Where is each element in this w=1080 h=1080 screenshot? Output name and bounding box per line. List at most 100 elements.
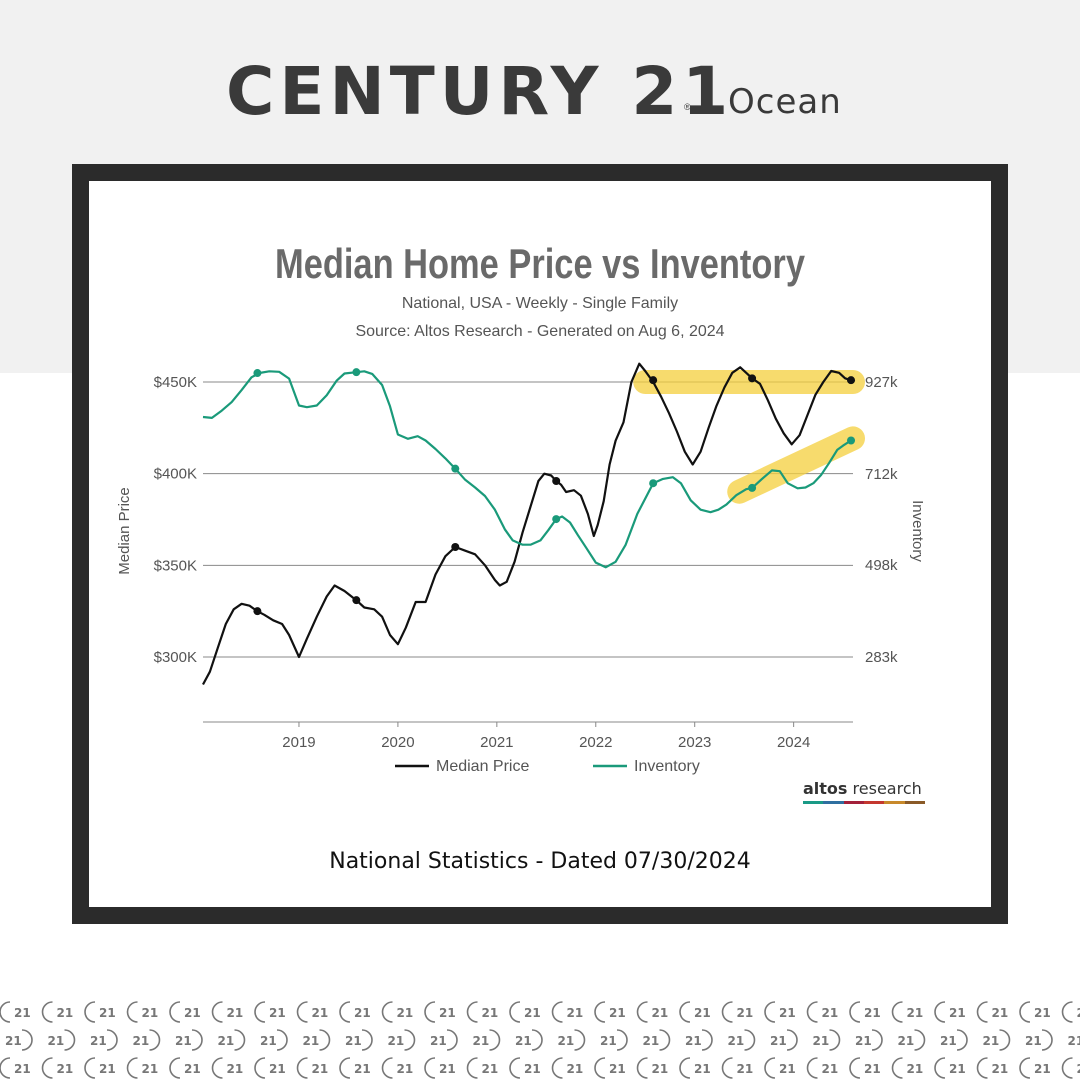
- altos-research-logo: altos research: [803, 779, 927, 805]
- pattern-label: 21: [567, 1062, 584, 1076]
- chart-title: Median Home Price vs Inventory: [275, 241, 806, 288]
- pattern-label: 21: [779, 1062, 796, 1076]
- pattern-label: 21: [227, 1062, 244, 1076]
- x-tick-label: 2021: [480, 734, 513, 751]
- pattern-label: 21: [354, 1006, 371, 1020]
- pattern-label: 21: [992, 1006, 1009, 1020]
- pattern-arc: [829, 1029, 841, 1051]
- pattern-arc: [1061, 1057, 1073, 1079]
- pattern-arc: [679, 1001, 691, 1023]
- x-tick-label: 2024: [777, 734, 810, 751]
- pattern-label: 21: [14, 1062, 31, 1076]
- y2-tick-label: 498k: [865, 557, 898, 574]
- pattern-label: 21: [728, 1034, 745, 1048]
- pattern-arc: [934, 1001, 946, 1023]
- pattern-arc: [296, 1057, 308, 1079]
- pattern-arc: [849, 1001, 861, 1023]
- pattern-arc: [211, 1057, 223, 1079]
- pattern-arc: [616, 1029, 628, 1051]
- pattern-label: 21: [473, 1034, 490, 1048]
- price-marker: [552, 477, 561, 485]
- pattern-label: 21: [388, 1034, 405, 1048]
- pattern-label: 21: [269, 1062, 286, 1076]
- inventory-marker: [649, 479, 658, 488]
- pattern-arc: [764, 1057, 776, 1079]
- pattern-label: 21: [907, 1006, 924, 1020]
- pattern-arc: [1019, 1001, 1031, 1023]
- brand-name: CENTURY 21: [226, 53, 734, 130]
- x-tick-label: 2022: [579, 734, 612, 751]
- pattern-arc: [849, 1057, 861, 1079]
- pattern-arc: [149, 1029, 161, 1051]
- y2-tick-label: 927k: [865, 374, 898, 391]
- pattern-arc: [659, 1029, 671, 1051]
- pattern-arc: [531, 1029, 543, 1051]
- pattern-arc: [191, 1029, 203, 1051]
- pattern-label: 21: [907, 1062, 924, 1076]
- pattern-label: 21: [354, 1062, 371, 1076]
- pattern-arc: [381, 1057, 393, 1079]
- pattern-label: 21: [1077, 1062, 1080, 1076]
- pattern-arc: [891, 1057, 903, 1079]
- pattern-arc: [0, 1001, 11, 1023]
- pattern-label: 21: [142, 1006, 159, 1020]
- pattern-label: 21: [99, 1062, 116, 1076]
- pattern-arc: [999, 1029, 1011, 1051]
- pattern-arc: [106, 1029, 118, 1051]
- altos-bar-segment: [843, 801, 864, 804]
- pattern-label: 21: [5, 1034, 22, 1048]
- pattern-arc: [914, 1029, 926, 1051]
- pattern-label: 21: [218, 1034, 235, 1048]
- pattern-label: 21: [567, 1006, 584, 1020]
- pattern-label: 21: [133, 1034, 150, 1048]
- y2-tick-label: 283k: [865, 649, 898, 666]
- pattern-label: 21: [312, 1062, 329, 1076]
- price-marker: [847, 376, 856, 385]
- pattern-label: 21: [822, 1062, 839, 1076]
- pattern-arc: [126, 1057, 138, 1079]
- pattern-arc: [594, 1001, 606, 1023]
- pattern-arc: [169, 1057, 181, 1079]
- altos-bar-segment: [884, 801, 905, 804]
- inventory-marker: [748, 483, 757, 492]
- pattern-arc: [636, 1057, 648, 1079]
- pattern-arc: [21, 1029, 33, 1051]
- pattern-label: 21: [439, 1062, 456, 1076]
- pattern-label: 21: [312, 1006, 329, 1020]
- price-marker: [451, 543, 460, 551]
- pattern-arc: [339, 1057, 351, 1079]
- pattern-label: 21: [1025, 1034, 1042, 1048]
- pattern-label: 21: [142, 1062, 159, 1076]
- pattern-label: 21: [694, 1006, 711, 1020]
- pattern-arc: [891, 1001, 903, 1023]
- pattern-arc: [84, 1001, 96, 1023]
- pattern-label: 21: [48, 1034, 65, 1048]
- x-tick-label: 2023: [678, 734, 711, 751]
- pattern-arc: [806, 1057, 818, 1079]
- altos-bar-segment: [823, 801, 844, 804]
- altos-bar-segment: [904, 801, 925, 804]
- inventory-marker: [253, 369, 262, 378]
- pattern-arc: [934, 1057, 946, 1079]
- inventory-series-line: [202, 370, 852, 569]
- pattern-arc: [466, 1001, 478, 1023]
- pattern-arc: [721, 1057, 733, 1079]
- brand-office: Ocean: [728, 82, 842, 122]
- pattern-label: 21: [439, 1006, 456, 1020]
- pattern-arc: [786, 1029, 798, 1051]
- pattern-label: 21: [737, 1006, 754, 1020]
- pattern-arc: [574, 1029, 586, 1051]
- chart-subtitle: National, USA - Weekly - Single Family: [402, 295, 678, 312]
- pattern-label: 21: [558, 1034, 575, 1048]
- pattern-label: 21: [269, 1006, 286, 1020]
- y-tick-label: $400K: [154, 466, 197, 483]
- y-axis-label: Median Price: [116, 487, 133, 575]
- price-marker: [748, 374, 757, 383]
- pattern-arc: [679, 1057, 691, 1079]
- price-marker: [649, 376, 658, 385]
- pattern-label: 21: [779, 1006, 796, 1020]
- pattern-arc: [489, 1029, 501, 1051]
- pattern-arc: [806, 1001, 818, 1023]
- x-tick-label: 2019: [282, 734, 315, 751]
- pattern-arc: [1061, 1001, 1073, 1023]
